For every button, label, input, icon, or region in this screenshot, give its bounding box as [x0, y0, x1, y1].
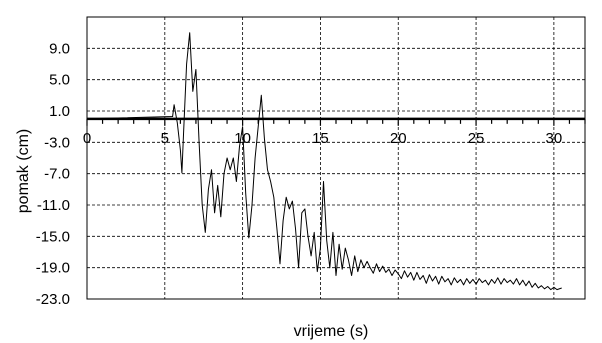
y-tick-label: 1.0: [49, 103, 70, 120]
x-tick-label: 0: [83, 130, 91, 147]
time-axis: [86, 117, 586, 126]
y-tick-label: 5.0: [49, 72, 70, 89]
y-tick-label: -7.0: [44, 166, 70, 183]
grid-lines: [86, 16, 586, 300]
y-axis-title: pomak (cm): [15, 129, 32, 213]
x-tick-label: 30: [546, 130, 563, 147]
x-tick-labels: 0 5 10 15 20 25 30: [83, 130, 562, 147]
x-tick-label: 25: [468, 130, 485, 147]
x-tick-label: 20: [390, 130, 407, 147]
x-axis-title: vrijeme (s): [294, 323, 369, 340]
series-group: [86, 32, 562, 291]
y-tick-label: -19.0: [36, 260, 70, 277]
plot-frame: [86, 16, 586, 300]
y-tick-label: -15.0: [36, 228, 70, 245]
y-tick-labels: 9.0 5.0 1.0 -3.0 -7.0 -11.0 -15.0 -19.0 -23.0: [36, 40, 70, 308]
y-tick-label: 9.0: [49, 40, 70, 57]
x-tick-label: 10: [234, 130, 251, 147]
y-tick-label: -23.0: [36, 291, 70, 308]
series-line: [86, 32, 562, 291]
y-tick-label: -3.0: [44, 134, 70, 151]
x-tick-label: 5: [161, 130, 169, 147]
y-tick-label: -11.0: [37, 197, 70, 214]
x-tick-label: 15: [312, 130, 329, 147]
